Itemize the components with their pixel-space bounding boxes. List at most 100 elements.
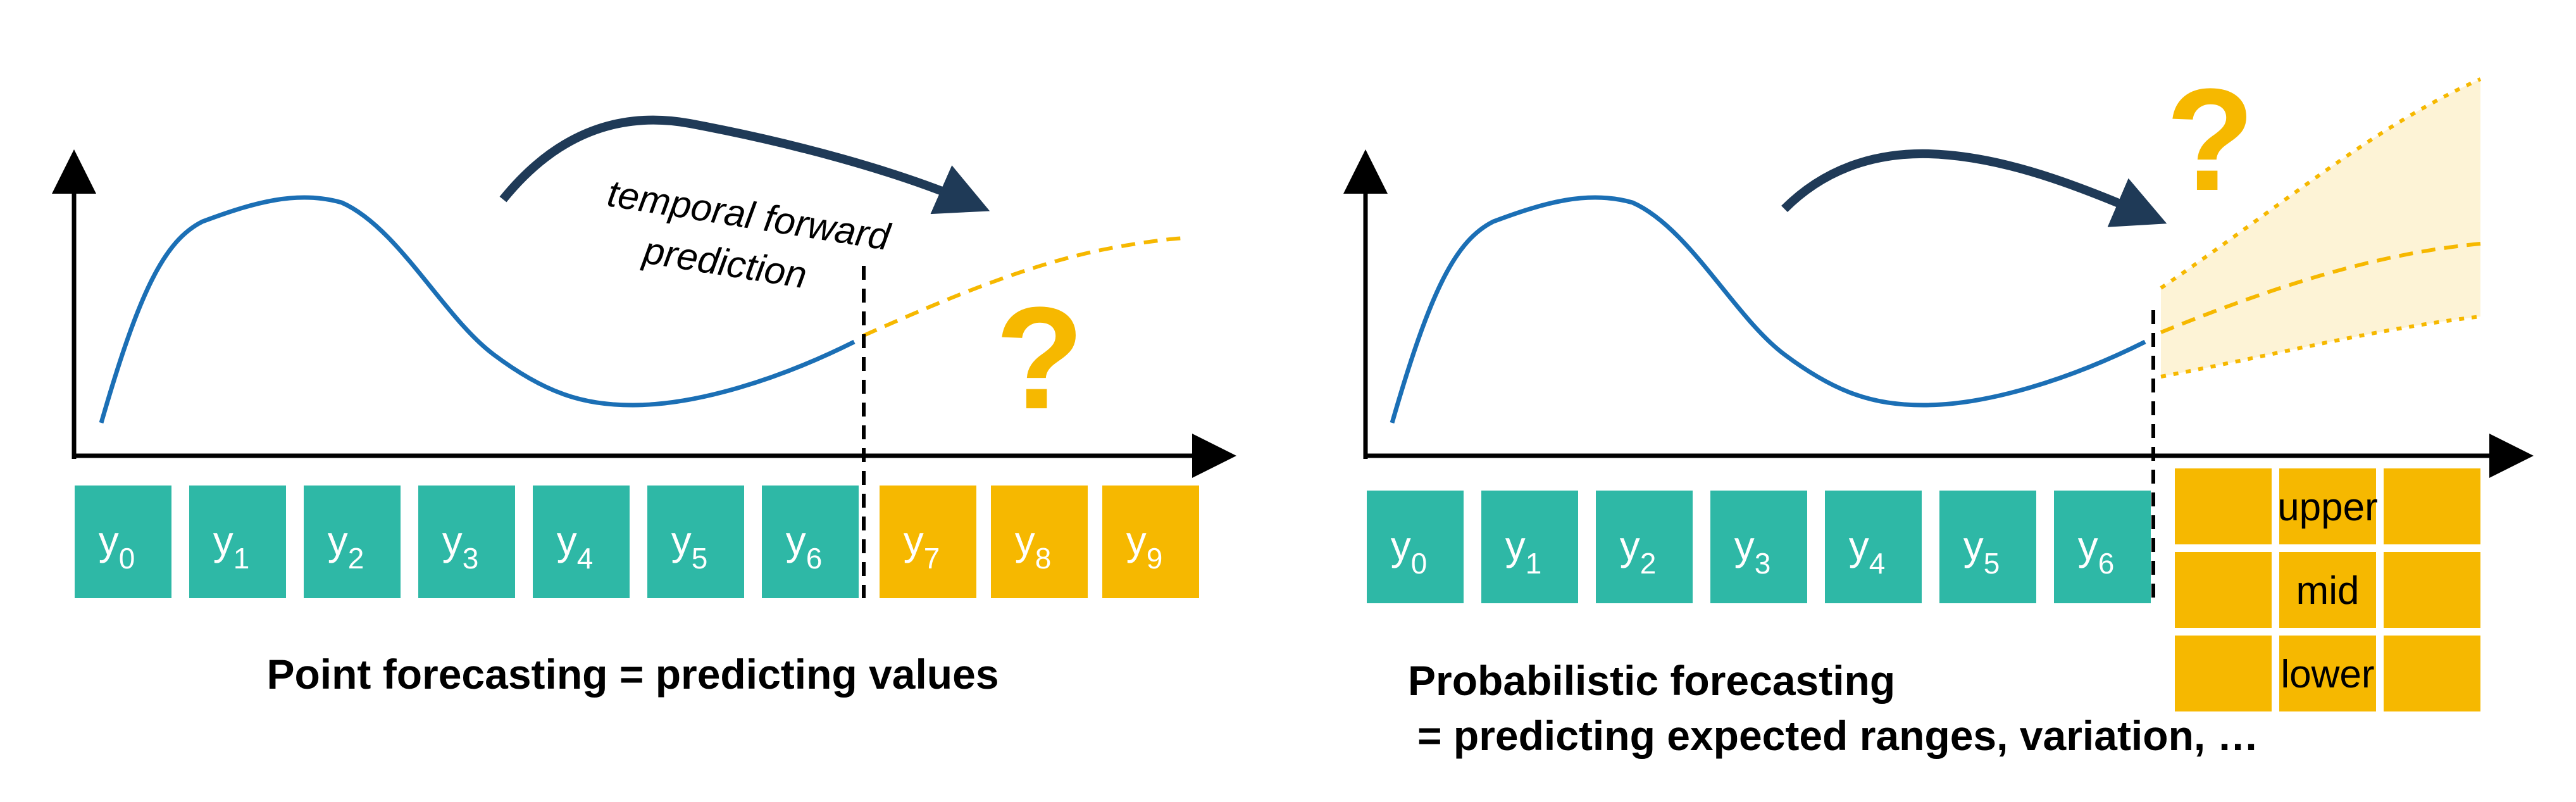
sequence-cell-box [189,486,286,598]
sequence-cell-base: y [1391,523,1411,568]
right-observed-curve [1390,195,2146,423]
quantile-cell [2384,468,2480,544]
sequence-cell-base: y [557,518,577,563]
sequence-cell-label: y0 [99,518,135,575]
quantile-label-upper: upper [2277,486,2378,529]
sequence-cell-subscript: 9 [1147,542,1163,575]
sequence-cell-base: y [328,518,348,563]
quantile-cell [2384,636,2480,711]
sequence-cell-subscript: 0 [119,542,135,575]
right-lower-bound-curve [2160,315,2481,379]
sequence-cell-base: y [1734,523,1755,568]
quantile-cell [2175,636,2272,711]
sequence-cell-subscript: 1 [233,542,250,575]
sequence-cell-label: y1 [213,518,250,575]
left-temporal-arrow [499,115,990,215]
sequence-cell-subscript: 6 [2098,547,2115,580]
sequence-cell-subscript: 4 [577,542,594,575]
sequence-cell: y3 [1710,491,1807,603]
sequence-cell-label: y2 [1620,523,1657,580]
sequence-cell-subscript: 5 [692,542,708,575]
quantile-cell [2384,552,2480,628]
sequence-cell: y1 [1481,491,1578,603]
sequence-cell-box [1367,491,1464,603]
sequence-cell-subscript: 1 [1526,547,1542,580]
left-question-mark-icon: ? [995,277,1085,439]
quantile-cell [2279,552,2376,628]
sequence-cell: y0 [75,486,171,598]
sequence-cell: y5 [647,486,744,598]
sequence-cell-base: y [671,518,692,563]
sequence-cell-box [1596,491,1693,603]
sequence-cell-base: y [442,518,463,563]
sequence-cell-label: y8 [1015,518,1052,575]
sequence-cell-box [75,486,171,598]
sequence-cell-base: y [1849,523,1869,568]
sequence-cell-base: y [2078,523,2098,568]
sequence-cell-subscript: 2 [348,542,364,575]
sequence-cell-label: y3 [1734,523,1771,580]
sequence-cell: y3 [418,486,515,598]
sequence-cell-label: y9 [1126,518,1163,575]
left-sequence-cells: y0 y1 y2 y3 y4 y5 y6 y7 y8 y9 [75,486,1199,598]
sequence-cell-subscript: 3 [463,542,479,575]
right-quantile-grid: upper mid lower [2175,468,2480,711]
sequence-cell-subscript: 5 [1984,547,2000,580]
sequence-cell-box [304,486,401,598]
sequence-cell-subscript: 4 [1869,547,1886,580]
sequence-cell: y6 [2054,491,2151,603]
sequence-cell-label: y7 [904,518,940,575]
sequence-cell: y1 [189,486,286,598]
sequence-cell-box [991,486,1088,598]
sequence-cell-base: y [213,518,233,563]
sequence-cell-label: y5 [671,518,708,575]
sequence-cell: y2 [304,486,401,598]
sequence-cell: y7 [880,486,976,598]
sequence-cell-box [1102,486,1199,598]
quantile-cell [2175,552,2272,628]
sequence-cell-label: y4 [1849,523,1886,580]
sequence-cell-label: y0 [1391,523,1428,580]
sequence-cell-box [418,486,515,598]
sequence-cell: y6 [762,486,859,598]
sequence-cell: y0 [1367,491,1464,603]
sequence-cell-base: y [904,518,924,563]
quantile-label-lower: lower [2280,653,2374,696]
sequence-cell-box [533,486,630,598]
left-caption: Point forecasting = predicting values [266,651,999,698]
right-upper-bound-curve [2160,77,2482,290]
left-panel: temporal forward prediction ? y0 y1 y2 y3 y4… [52,115,1236,698]
left-observed-curve [99,195,856,423]
left-forecast-curve [862,236,1187,337]
sequence-cell: y5 [1939,491,2036,603]
sequence-cell-subscript: 0 [1411,547,1428,580]
sequence-cell: y8 [991,486,1088,598]
quantile-label-mid: mid [2296,569,2360,613]
sequence-cell-label: y1 [1505,523,1542,580]
sequence-cell-box [1710,491,1807,603]
sequence-cell: y2 [1596,491,1693,603]
sequence-cell-label: y3 [442,518,479,575]
sequence-cell-label: y6 [2078,523,2115,580]
right-sequence-cells: y0 y1 y2 y3 y4 y5 y6 [1367,491,2151,603]
right-uncertainty-band [2161,79,2480,377]
sequence-cell-box [647,486,744,598]
sequence-cell-subscript: 7 [924,542,940,575]
sequence-cell: y9 [1102,486,1199,598]
sequence-cell-subscript: 8 [1035,542,1052,575]
sequence-cell-box [762,486,859,598]
right-mid-curve [2160,242,2481,334]
sequence-cell: y4 [533,486,630,598]
quantile-cell [2279,468,2376,544]
sequence-cell-box [1481,491,1578,603]
sequence-cell-base: y [786,518,806,563]
sequence-cell-subscript: 3 [1755,547,1771,580]
sequence-cell-subscript: 6 [806,542,823,575]
quantile-cell [2175,468,2272,544]
sequence-cell-base: y [99,518,119,563]
right-temporal-arrow [1781,149,2167,227]
sequence-cell-label: y6 [786,518,823,575]
sequence-cell-box [1825,491,1922,603]
